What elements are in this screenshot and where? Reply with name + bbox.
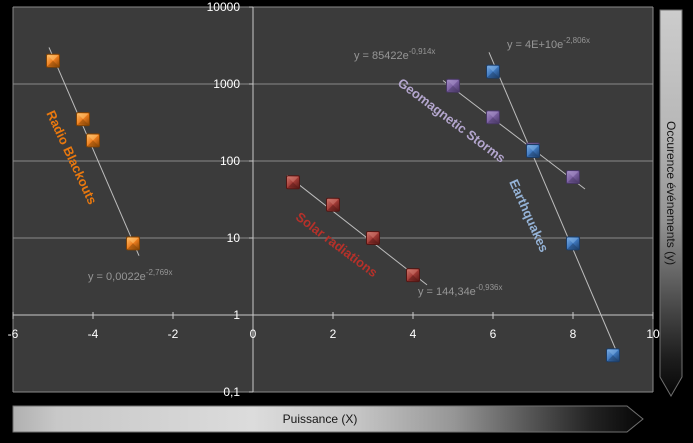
equation-prefix: y = 0,0022e xyxy=(88,271,146,283)
x-axis-tick-label: 2 xyxy=(329,327,337,341)
trendline-equation[interactable]: y = 0,0022e-2,769x xyxy=(88,268,173,283)
trendline[interactable] xyxy=(286,174,428,286)
trendline-equation[interactable]: y = 144,34e-0,936x xyxy=(418,283,503,298)
y-axis-title[interactable]: Occurence événements (y) xyxy=(664,121,678,266)
data-point-marker[interactable] xyxy=(606,348,620,363)
trendline[interactable] xyxy=(48,47,140,256)
data-point-marker[interactable] xyxy=(86,133,100,148)
data-point-marker[interactable] xyxy=(366,231,380,245)
equation-prefix: y = 85422e xyxy=(354,50,409,62)
equation-exponent: -2,769x xyxy=(145,268,173,277)
x-axis-tick-label: -4 xyxy=(87,327,99,341)
equation-exponent: -2,806x xyxy=(563,36,590,45)
data-point-marker[interactable] xyxy=(76,112,90,127)
y-axis-tick-label: 1000 xyxy=(213,77,240,91)
data-point-marker[interactable] xyxy=(46,53,60,68)
data-point-marker[interactable] xyxy=(486,64,500,79)
x-axis-tick-label: 8 xyxy=(569,327,577,341)
data-point-marker[interactable] xyxy=(566,170,580,184)
data-point-marker[interactable] xyxy=(286,175,300,190)
x-axis-tick-label: -2 xyxy=(167,327,179,341)
x-axis-tick-label: 0 xyxy=(249,327,257,341)
equation-prefix: y = 4E+10e xyxy=(507,39,564,51)
x-axis-tick-label: -6 xyxy=(7,327,19,341)
data-point-marker[interactable] xyxy=(446,78,460,93)
data-point-marker[interactable] xyxy=(526,144,540,158)
x-axis-tick-label: 6 xyxy=(489,327,497,341)
equation-exponent: -0,914x xyxy=(408,47,436,56)
x-axis-tick-label: 4 xyxy=(409,327,417,341)
y-axis-tick-label: 1 xyxy=(233,308,240,322)
y-axis-tick-label: 100 xyxy=(219,154,240,168)
equation-exponent: -0,936x xyxy=(475,283,503,292)
x-axis-title[interactable]: Puissance (X) xyxy=(282,412,358,426)
data-point-marker[interactable] xyxy=(486,110,500,125)
y-axis-tick-label: 0,1 xyxy=(223,385,240,399)
trendline-equation[interactable]: y = 4E+10e-2,806x xyxy=(507,36,590,51)
x-axis-title-bar[interactable] xyxy=(12,405,644,433)
y-axis-tick-label: 10000 xyxy=(206,0,240,14)
trendline[interactable] xyxy=(442,80,586,190)
trendline-equation[interactable]: y = 85422e-0,914x xyxy=(354,47,435,62)
trendline[interactable] xyxy=(488,52,618,353)
data-point-marker[interactable] xyxy=(566,236,580,251)
data-point-marker[interactable] xyxy=(406,268,420,283)
y-axis-tick-label: 10 xyxy=(226,231,240,245)
equation-prefix: y = 144,34e xyxy=(418,286,476,298)
y-axis-title-bar[interactable] xyxy=(659,9,683,397)
data-point-marker[interactable] xyxy=(126,236,140,251)
data-point-marker[interactable] xyxy=(326,197,340,212)
x-axis-tick-label: 10 xyxy=(646,327,660,341)
